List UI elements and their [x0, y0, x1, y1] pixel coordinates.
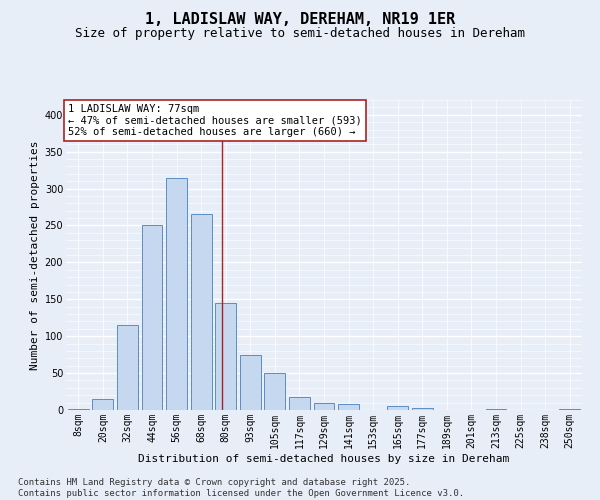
- Bar: [142, 226, 163, 410]
- Text: 1, LADISLAW WAY, DEREHAM, NR19 1ER: 1, LADISLAW WAY, DEREHAM, NR19 1ER: [145, 12, 455, 28]
- Y-axis label: Number of semi-detached properties: Number of semi-detached properties: [31, 140, 40, 370]
- Bar: [92, 399, 113, 410]
- Bar: [289, 396, 310, 410]
- Bar: [314, 402, 334, 410]
- Text: Contains HM Land Registry data © Crown copyright and database right 2025.
Contai: Contains HM Land Registry data © Crown c…: [18, 478, 464, 498]
- Bar: [412, 408, 433, 410]
- Bar: [68, 408, 89, 410]
- Bar: [338, 404, 359, 410]
- Bar: [215, 303, 236, 410]
- Bar: [485, 408, 506, 410]
- Text: Size of property relative to semi-detached houses in Dereham: Size of property relative to semi-detach…: [75, 28, 525, 40]
- Bar: [191, 214, 212, 410]
- Bar: [166, 178, 187, 410]
- Bar: [240, 354, 261, 410]
- Bar: [117, 325, 138, 410]
- X-axis label: Distribution of semi-detached houses by size in Dereham: Distribution of semi-detached houses by …: [139, 454, 509, 464]
- Bar: [265, 373, 286, 410]
- Bar: [559, 408, 580, 410]
- Text: 1 LADISLAW WAY: 77sqm
← 47% of semi-detached houses are smaller (593)
52% of sem: 1 LADISLAW WAY: 77sqm ← 47% of semi-deta…: [68, 104, 362, 137]
- Bar: [387, 406, 408, 410]
